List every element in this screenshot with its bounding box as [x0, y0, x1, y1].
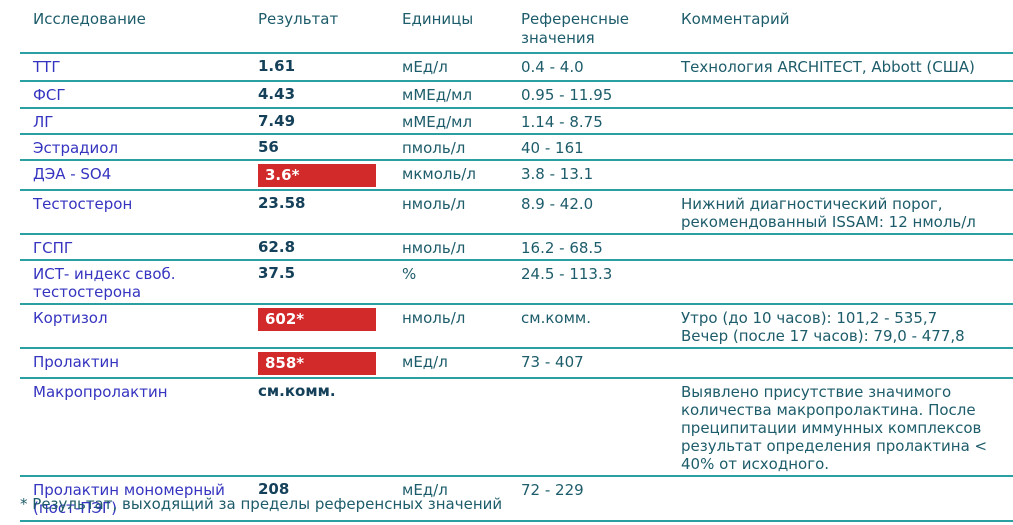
units-cell: мЕд/л [395, 348, 517, 379]
ref-range-cell: 3.8 - 13.1 [517, 160, 677, 191]
result-cell: 4.43 [253, 81, 395, 109]
column-header-reference: Референсные значения [517, 8, 677, 54]
test-name-cell: ТТГ [20, 53, 253, 82]
test-name-cell: ФСГ [20, 81, 253, 109]
comment-cell: Утро (до 10 часов): 101,2 - 535,7 Вечер … [677, 304, 1013, 349]
comment-cell [677, 234, 1013, 261]
comment-cell [677, 134, 1013, 161]
table-row: Кортизол 602* нмоль/л см.комм. Утро (до 10 ч… [20, 304, 1013, 349]
units-cell: нмоль/л [395, 234, 517, 261]
column-header-result: Результат [253, 8, 395, 54]
table-row: Эстрадиол 56 пмоль/л 40 - 161 [20, 134, 1013, 161]
test-name-cell: Кортизол [20, 304, 253, 349]
comment-cell [677, 160, 1013, 191]
result-value: 1.61 [258, 57, 296, 75]
comment-cell [677, 348, 1013, 379]
result-value: 56 [258, 138, 279, 156]
result-cell: 23.58 [253, 190, 395, 235]
units-cell: % [395, 260, 517, 305]
units-cell: мМЕд/мл [395, 108, 517, 135]
ref-range-cell: см.комм. [517, 304, 677, 349]
result-cell: 208 [253, 476, 395, 522]
test-name-cell: ДЭА - SO4 [20, 160, 253, 191]
units-cell: мкмоль/л [395, 160, 517, 191]
comment-cell [677, 108, 1013, 135]
result-value-flagged: 3.6* [258, 164, 376, 187]
test-name-cell: ИСТ- индекс своб. тестостерона [20, 260, 253, 305]
column-header-test: Исследование [20, 8, 253, 54]
result-cell: 1.61 [253, 53, 395, 82]
results-table-body: ТТГ 1.61 мЕд/л 0.4 - 4.0 Технология ARCHITEC… [20, 53, 1013, 522]
table-row: ЛГ 7.49 мМЕд/мл 1.14 - 8.75 [20, 108, 1013, 135]
ref-range-cell: 40 - 161 [517, 134, 677, 161]
ref-range-cell: 0.4 - 4.0 [517, 53, 677, 82]
result-value: 7.49 [258, 112, 296, 130]
ref-range-cell [517, 378, 677, 477]
result-cell: 602* [253, 304, 395, 349]
table-row: Пролактин 858* мЕд/л 73 - 407 [20, 348, 1013, 379]
table-row: ДЭА - SO4 3.6* мкмоль/л 3.8 - 13.1 [20, 160, 1013, 191]
result-value: 208 [258, 480, 290, 498]
units-cell: мМЕд/мл [395, 81, 517, 109]
units-cell: мЕд/л [395, 53, 517, 82]
comment-cell [677, 476, 1013, 522]
result-value-flagged: 858* [258, 352, 376, 375]
units-cell: нмоль/л [395, 304, 517, 349]
table-row: ФСГ 4.43 мМЕд/мл 0.95 - 11.95 [20, 81, 1013, 109]
result-value: 23.58 [258, 194, 306, 212]
result-value-flagged: 602* [258, 308, 376, 331]
units-cell [395, 378, 517, 477]
column-header-comment: Комментарий [677, 8, 1013, 54]
table-row: ИСТ- индекс своб. тестостерона 37.5% 24.5 … [20, 260, 1013, 305]
result-cell: см.комм. [253, 378, 395, 477]
comment-cell: Технология ARCHITECT, Abbott (США) [677, 53, 1013, 82]
ref-range-cell: 16.2 - 68.5 [517, 234, 677, 261]
test-name-cell: ЛГ [20, 108, 253, 135]
units-cell: мЕд/л [395, 476, 517, 522]
units-cell: пмоль/л [395, 134, 517, 161]
ref-range-cell: 24.5 - 113.3 [517, 260, 677, 305]
test-name-cell: Эстрадиол [20, 134, 253, 161]
table-row: ГСПГ 62.8 нмоль/л 16.2 - 68.5 [20, 234, 1013, 261]
table-row: Пролактин мономерный (пост-ПЭГ) 208 мЕд/л 7… [20, 476, 1013, 522]
comment-cell: Нижний диагностический порог, рекомендов… [677, 190, 1013, 235]
comment-cell [677, 81, 1013, 109]
ref-range-cell: 8.9 - 42.0 [517, 190, 677, 235]
result-cell: 62.8 [253, 234, 395, 261]
ref-range-cell: 72 - 229 [517, 476, 677, 522]
test-name-cell: Пролактин мономерный (пост-ПЭГ) [20, 476, 253, 522]
table-header: Исследование Результат Единицы Референсн… [20, 8, 1013, 54]
result-value: см.комм. [258, 382, 336, 400]
result-cell: 858* [253, 348, 395, 379]
result-value: 62.8 [258, 238, 296, 256]
units-cell: нмоль/л [395, 190, 517, 235]
result-cell: 37.5 [253, 260, 395, 305]
result-value: 37.5 [258, 264, 296, 282]
comment-cell [677, 260, 1013, 305]
ref-range-cell: 0.95 - 11.95 [517, 81, 677, 109]
ref-range-cell: 73 - 407 [517, 348, 677, 379]
result-cell: 7.49 [253, 108, 395, 135]
result-cell: 3.6* [253, 160, 395, 191]
table-row: Тестостерон 23.58 нмоль/л 8.9 - 42.0 Нижний … [20, 190, 1013, 235]
table-row: ТТГ 1.61 мЕд/л 0.4 - 4.0 Технология ARCHITEC… [20, 53, 1013, 82]
test-name-cell: Тестостерон [20, 190, 253, 235]
ref-range-cell: 1.14 - 8.75 [517, 108, 677, 135]
test-name-cell: Пролактин [20, 348, 253, 379]
out-of-range-footnote: * Результат, выходящий за пределы рефере… [20, 495, 503, 513]
test-name-cell: ГСПГ [20, 234, 253, 261]
test-name-cell: Макропролактин [20, 378, 253, 477]
column-header-units: Единицы [395, 8, 517, 54]
table-row: Макропролактин см.комм. Выявлено присутств… [20, 378, 1013, 477]
result-value: 4.43 [258, 85, 296, 103]
comment-cell: Выявлено присутствие значимого количеств… [677, 378, 1013, 477]
lab-results-table: Исследование Результат Единицы Референсн… [20, 8, 1013, 522]
result-cell: 56 [253, 134, 395, 161]
